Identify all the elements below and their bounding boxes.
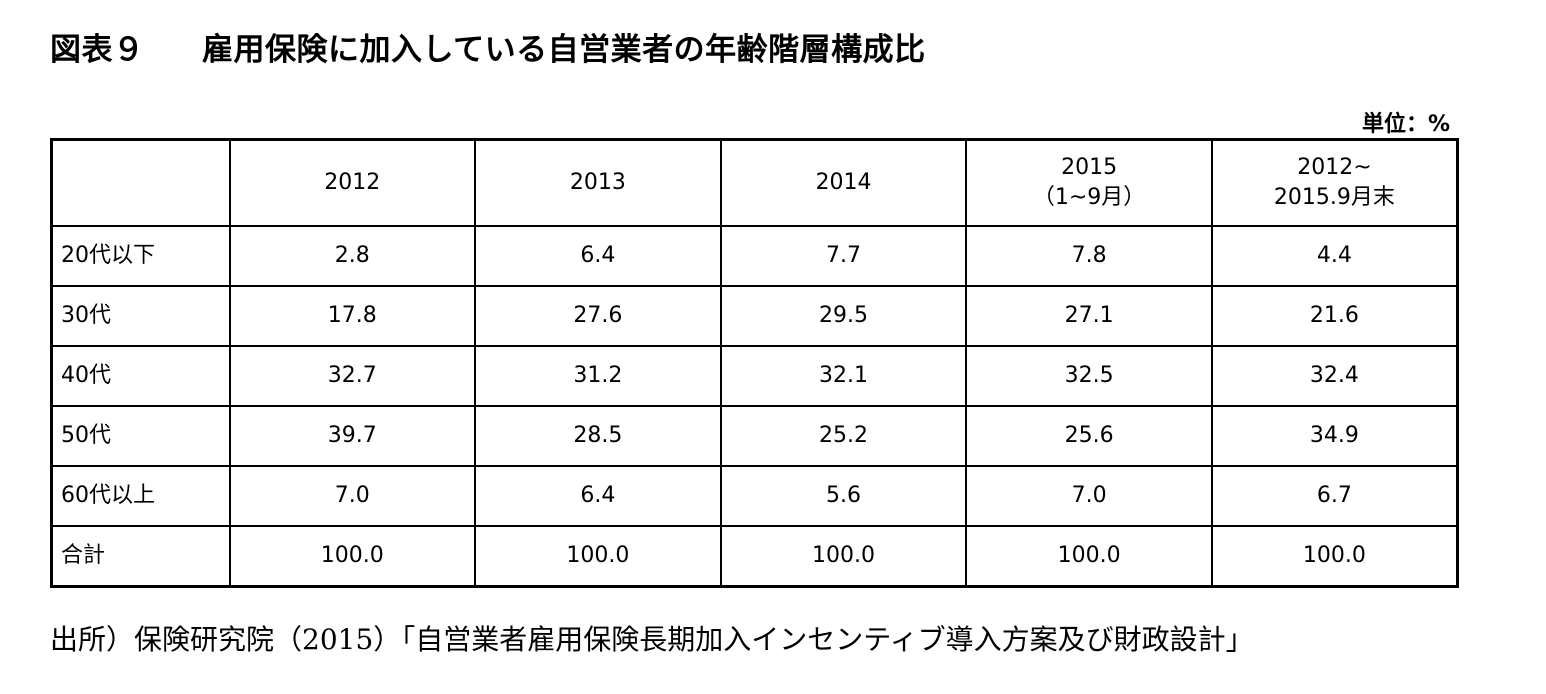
row-label: 50代 — [50, 405, 231, 467]
table-cell: 39.7 — [228, 405, 477, 467]
table-cell: 32.1 — [719, 345, 968, 407]
table-cell: 17.8 — [228, 285, 477, 347]
header-corner-cell — [50, 138, 231, 227]
table-row-total: 合計 100.0 100.0 100.0 100.0 100.0 — [50, 525, 1459, 588]
table-cell: 32.7 — [228, 345, 477, 407]
table-cell: 21.6 — [1210, 285, 1459, 347]
unit-label: 単位：% — [1361, 112, 1450, 137]
source-note: 出所）保険研究院（2015）「自営業者雇用保険長期加入インセンティブ導入方案及び… — [50, 623, 1254, 656]
table-cell: 100.0 — [474, 525, 722, 588]
column-header-line1: 2013 — [569, 170, 626, 196]
column-header-line1: 2015 — [1061, 155, 1118, 181]
table-cell: 2.8 — [228, 225, 477, 287]
column-header-line1: 2012~ — [1297, 155, 1372, 181]
figure-title-text: 雇用保険に加入している自営業者の年齢階層構成比 — [202, 32, 926, 68]
row-label: 40代 — [50, 345, 231, 407]
table-cell: 6.7 — [1210, 465, 1459, 527]
column-header-line1: 2012 — [324, 170, 381, 196]
table-cell: 100.0 — [719, 525, 968, 588]
column-header-line2: （1~9月） — [1032, 185, 1146, 210]
table-row: 40代 32.7 31.2 32.1 32.5 32.4 — [50, 345, 1459, 407]
table-cell: 29.5 — [719, 285, 968, 347]
column-header-line2: 2015.9月末 — [1273, 185, 1395, 210]
table-cell: 25.2 — [719, 405, 968, 467]
row-label: 60代以上 — [50, 465, 231, 527]
table-cell: 5.6 — [719, 465, 968, 527]
table-cell: 34.9 — [1210, 405, 1459, 467]
table-cell: 7.8 — [965, 225, 1213, 287]
table-cell: 100.0 — [965, 525, 1213, 588]
table-row: 60代以上 7.0 6.4 5.6 7.0 6.7 — [50, 465, 1459, 527]
table-cell: 27.6 — [474, 285, 722, 347]
column-header: 2013 — [474, 138, 722, 227]
table-cell: 32.4 — [1210, 345, 1459, 407]
row-label: 20代以下 — [50, 225, 231, 287]
figure-number: 図表９ — [50, 32, 145, 68]
column-header: 2012~ 2015.9月末 — [1210, 138, 1459, 227]
column-header-line1: 2014 — [815, 170, 872, 196]
table-cell: 25.6 — [965, 405, 1213, 467]
table-cell: 32.5 — [965, 345, 1213, 407]
header-row: 2012 2013 2014 2015 （1~9月） 2012~ 2015.9月末 — [50, 138, 1459, 227]
table-cell: 7.0 — [965, 465, 1213, 527]
figure-title: 図表９ 雇用保険に加入している自営業者の年齢階層構成比 — [50, 24, 926, 69]
table-cell: 6.4 — [474, 225, 722, 287]
table-cell: 7.7 — [719, 225, 968, 287]
table-cell: 6.4 — [474, 465, 722, 527]
table-cell: 100.0 — [1210, 525, 1459, 588]
table-cell: 4.4 — [1210, 225, 1459, 287]
table-cell: 27.1 — [965, 285, 1213, 347]
column-header: 2014 — [719, 138, 968, 227]
table-cell: 100.0 — [228, 525, 477, 588]
age-composition-table: 2012 2013 2014 2015 （1~9月） 2012~ 2015.9月末 … — [50, 138, 1459, 588]
table-row: 30代 17.8 27.6 29.5 27.1 21.6 — [50, 285, 1459, 347]
table-cell: 28.5 — [474, 405, 722, 467]
column-header: 2012 — [228, 138, 477, 227]
table-cell: 31.2 — [474, 345, 722, 407]
table-cell: 7.0 — [228, 465, 477, 527]
table-row: 20代以下 2.8 6.4 7.7 7.8 4.4 — [50, 225, 1459, 287]
row-label: 合計 — [50, 525, 231, 588]
row-label: 30代 — [50, 285, 231, 347]
table-row: 50代 39.7 28.5 25.2 25.6 34.9 — [50, 405, 1459, 467]
column-header: 2015 （1~9月） — [965, 138, 1213, 227]
